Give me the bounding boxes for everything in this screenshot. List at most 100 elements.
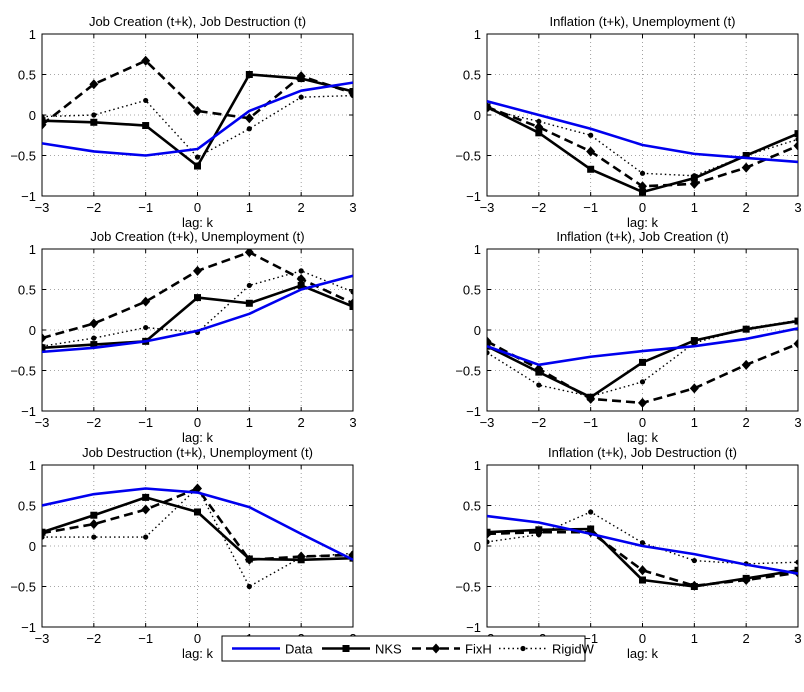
marker-fixh	[638, 565, 647, 576]
subplot-title: Inflation (t+k), Unemployment (t)	[549, 14, 735, 29]
marker-nks	[42, 344, 46, 352]
marker-nks	[794, 317, 798, 325]
series-line-data	[487, 327, 798, 367]
marker-rigidw	[536, 118, 542, 125]
series-nks	[42, 71, 353, 170]
y-tick-label: −0.5	[10, 364, 36, 379]
marker-rigidw	[639, 170, 646, 176]
marker-nks	[742, 152, 750, 159]
marker-rigidw	[143, 534, 149, 540]
x-tick-label: 2	[298, 200, 305, 215]
legend-box	[221, 635, 586, 662]
marker-nks	[587, 393, 595, 401]
series-line-nks	[487, 105, 798, 194]
x-tick-label: −1	[138, 200, 153, 215]
grid	[487, 249, 798, 411]
y-tick-label: 0.5	[18, 283, 36, 298]
marker-rigidw	[143, 324, 149, 331]
marker-nks	[297, 556, 305, 564]
marker-rigidw	[91, 534, 97, 540]
x-tick-label: −1	[583, 200, 598, 215]
legend-entry-fixh: FixH	[412, 642, 492, 657]
marker-rigidw	[246, 126, 252, 132]
y-tick-label: 0.5	[463, 499, 481, 514]
x-tick-label: −3	[35, 415, 50, 430]
marker-fixh	[689, 383, 699, 394]
marker-nks	[690, 583, 698, 590]
marker-rigidw	[639, 540, 646, 546]
x-tick-label: 1	[246, 415, 253, 430]
series-line-data	[42, 274, 353, 354]
series-data	[487, 514, 798, 575]
marker-nks	[245, 555, 253, 563]
x-tick-label: −2	[86, 200, 101, 215]
subplot-2: Inflation (t+k), Unemployment (t) −3 −2 −1 0…	[455, 14, 801, 230]
x-tick-label: −3	[480, 415, 495, 430]
marker-fixh	[89, 519, 99, 530]
marker-nks	[297, 281, 305, 289]
series-line-data	[487, 514, 798, 575]
y-tick-label: 0	[474, 108, 481, 123]
x-tick-label: 0	[639, 631, 646, 646]
marker-rigidw	[588, 509, 594, 515]
marker-nks	[349, 303, 353, 311]
marker-fixh	[89, 318, 99, 329]
series-line-data	[487, 99, 798, 164]
marker-fixh	[42, 333, 47, 344]
y-tick-label: 1	[474, 242, 481, 257]
marker-nks	[794, 566, 798, 574]
y-tick-label: 0	[474, 539, 481, 554]
marker-fixh	[193, 483, 202, 494]
x-tick-label: 1	[691, 200, 698, 215]
x-tick-label: −2	[86, 631, 101, 646]
marker-nks	[194, 294, 201, 302]
x-tick-label: −1	[138, 631, 153, 646]
marker-rigidw	[350, 289, 353, 295]
x-tick-label: 1	[691, 631, 698, 646]
x-tick-label: −2	[531, 415, 546, 430]
marker-rigidw	[246, 583, 252, 590]
y-tick-label: −0.5	[455, 364, 481, 379]
x-tick-label: 1	[246, 200, 253, 215]
marker-nks	[194, 162, 201, 170]
x-tick-label: −1	[583, 415, 598, 430]
x-axis-label: lag: k	[182, 430, 214, 445]
legend-entry-data: Data	[232, 642, 313, 657]
marker-rigidw	[795, 136, 798, 142]
marker-rigidw	[246, 282, 252, 289]
marker-rigidw	[91, 112, 97, 118]
marker-nks	[349, 88, 353, 96]
marker-fixh	[793, 338, 798, 349]
series-data	[42, 81, 353, 157]
x-tick-label: 2	[743, 200, 750, 215]
marker-nks	[535, 129, 543, 137]
x-tick-label: 0	[194, 631, 201, 646]
marker-fixh	[141, 504, 151, 515]
marker-nks	[90, 511, 98, 519]
y-tick-label: 1	[474, 27, 481, 42]
series-nks	[487, 103, 798, 196]
y-tick-label: 1	[29, 242, 36, 257]
x-tick-label: 2	[298, 415, 305, 430]
x-tick-label: 3	[794, 200, 801, 215]
marker-nks	[535, 368, 543, 376]
x-tick-label: 3	[794, 415, 801, 430]
y-tick-label: −0.5	[455, 580, 481, 595]
marker-fixh	[141, 296, 151, 307]
y-tick-label: −1	[21, 404, 36, 419]
legend-label: NKS	[375, 642, 402, 657]
marker-fixh	[793, 140, 798, 151]
marker-fixh	[141, 55, 151, 66]
grid	[42, 465, 353, 627]
subplot-4: Inflation (t+k), Job Creation (t) −3 −2 −1 0…	[455, 229, 801, 445]
marker-nks	[587, 525, 595, 533]
marker-fixh	[296, 273, 306, 284]
marker-fixh	[244, 113, 254, 124]
marker-nks	[535, 526, 543, 534]
marker-nks	[794, 130, 798, 138]
marker-nks	[487, 103, 491, 111]
marker-rigidw	[588, 132, 594, 138]
x-tick-label: 0	[639, 200, 646, 215]
marker-rigidw	[194, 154, 201, 160]
y-tick-label: 0	[29, 108, 36, 123]
